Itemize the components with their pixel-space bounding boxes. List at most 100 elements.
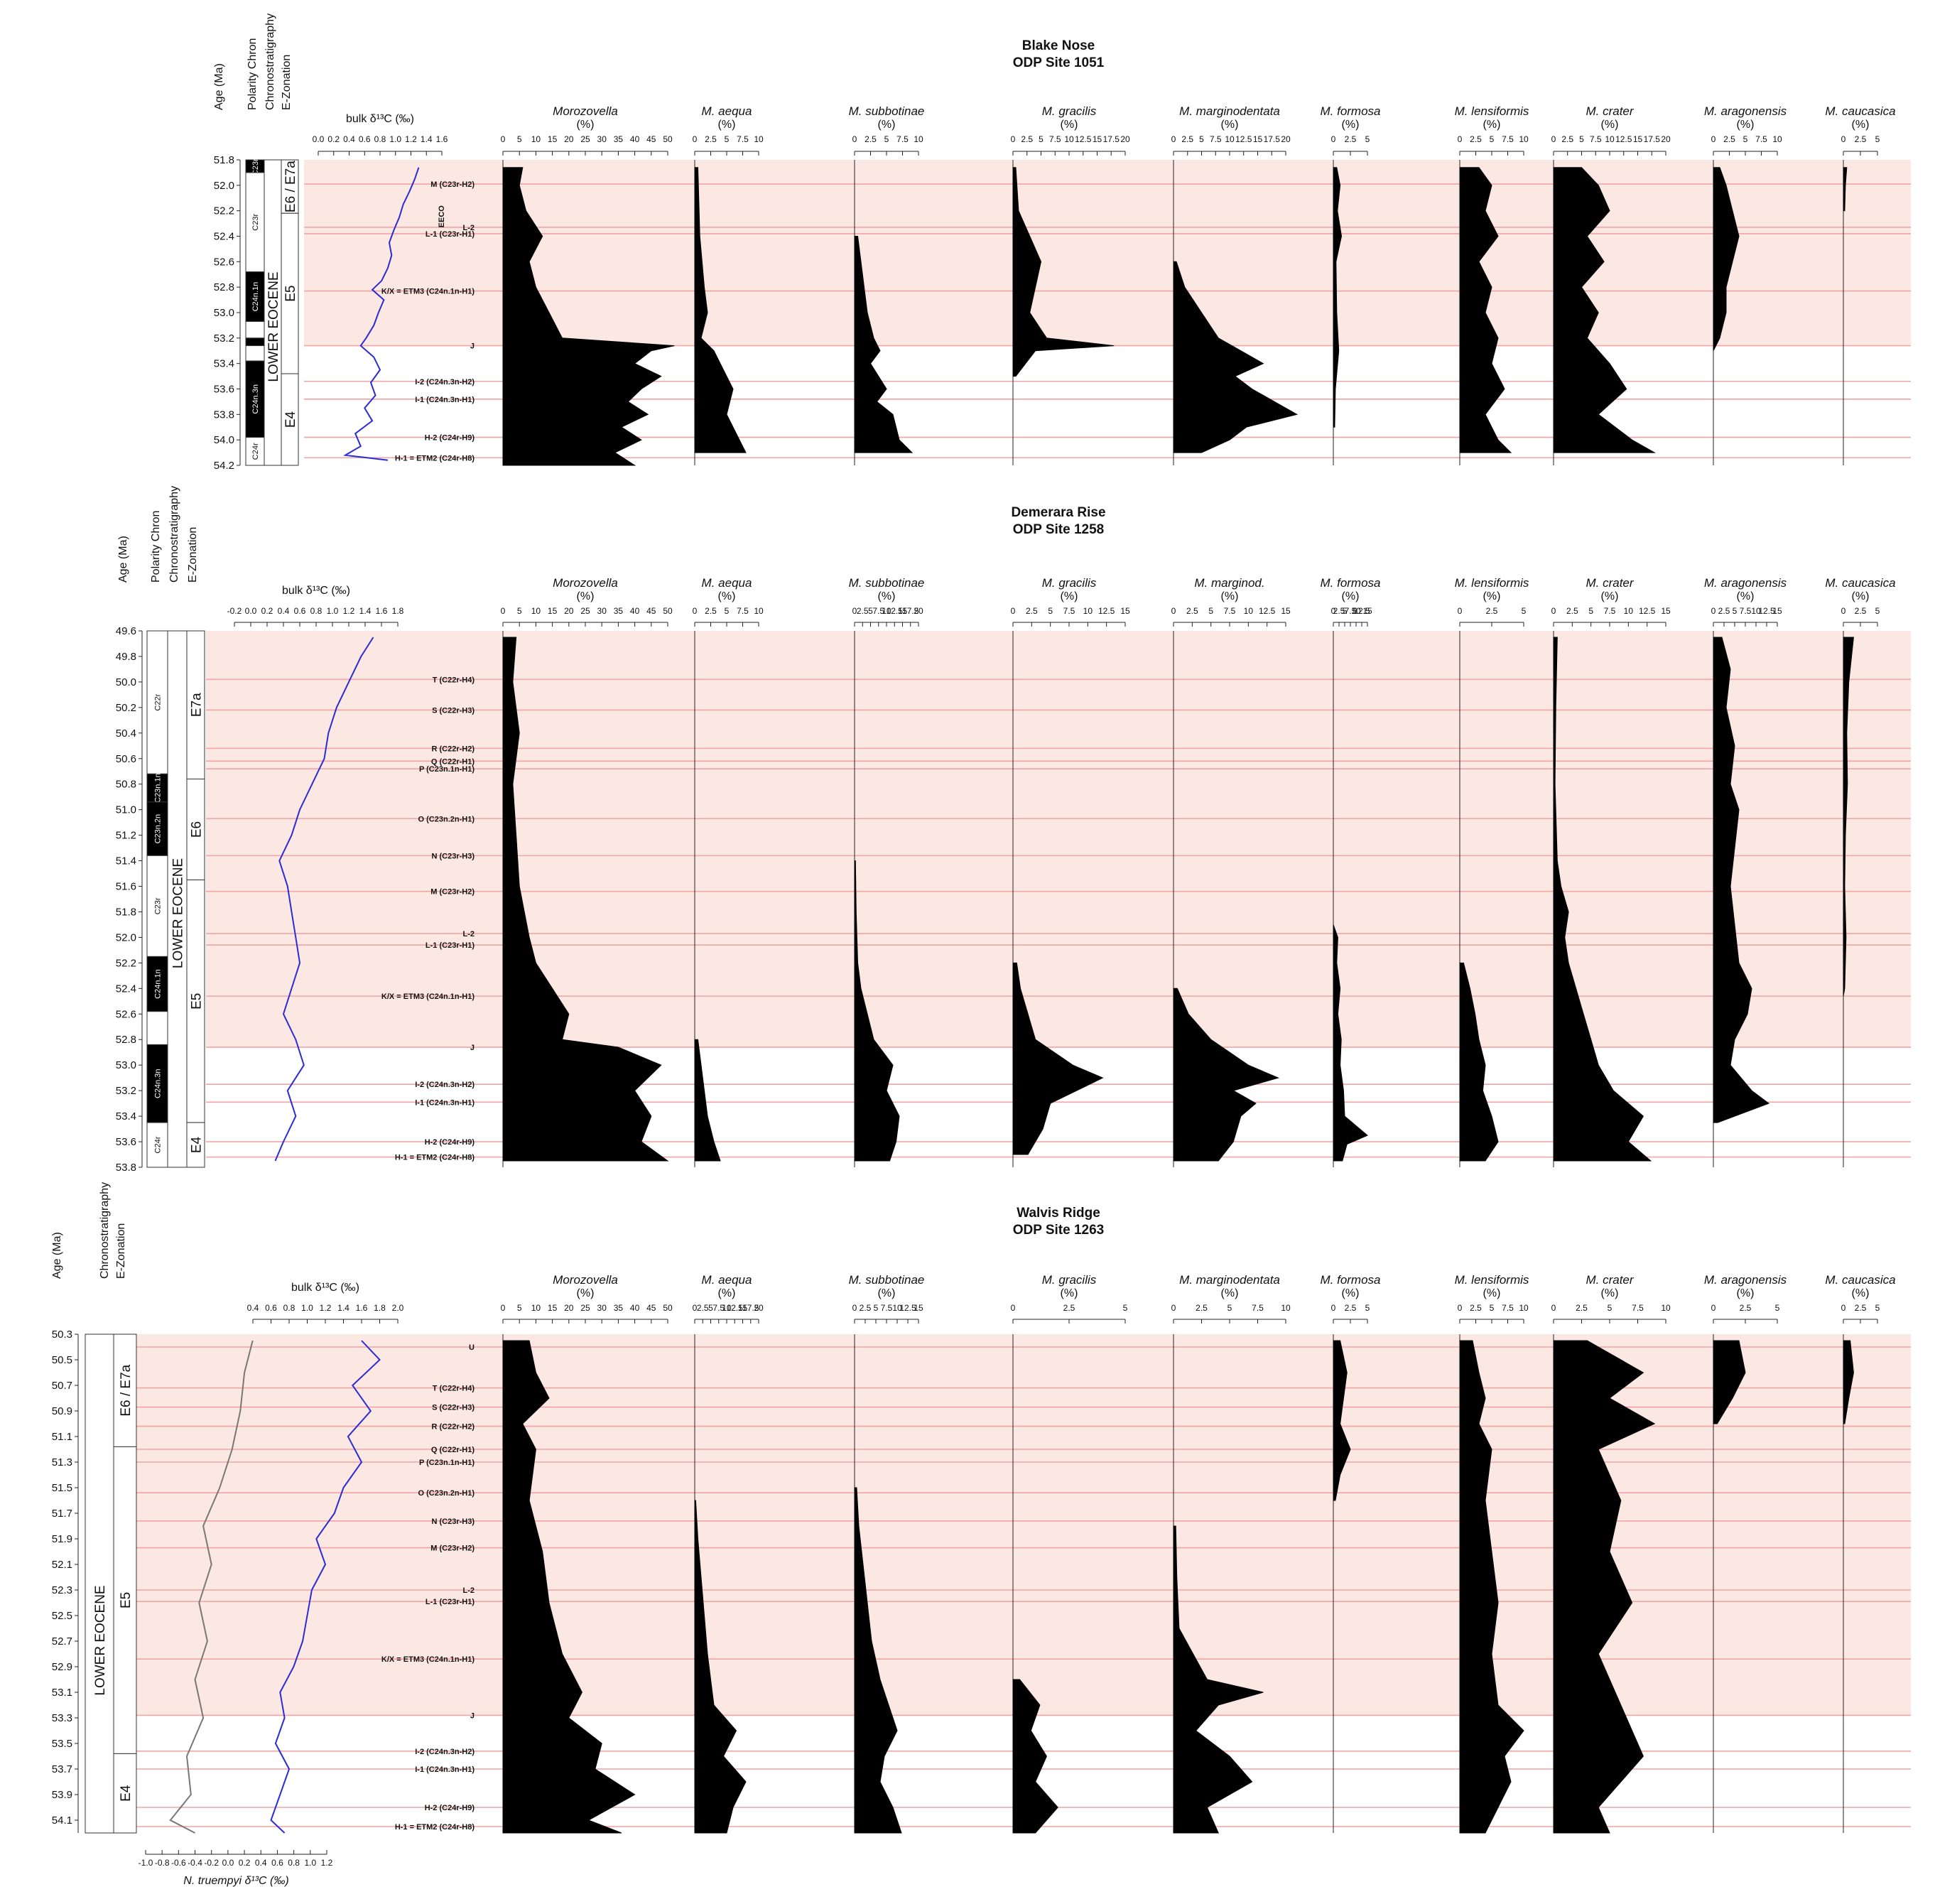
event-label: T (C22r-H4) <box>433 676 475 684</box>
age-tick-label: 50.0 <box>116 676 136 688</box>
taxon-name: M. lensiformis <box>1455 1273 1529 1287</box>
taxon-tick-label: 0 <box>693 1303 698 1313</box>
event-label: K/X = ETM3 (C24n.1n-H1) <box>381 288 475 296</box>
taxon-tick-label: 10 <box>531 134 541 144</box>
taxon-tick-label: 0 <box>501 134 506 144</box>
chron-block <box>146 1011 168 1045</box>
taxon-tick-label: 2.5 <box>1026 606 1038 616</box>
age-tick-label: 51.9 <box>52 1533 72 1545</box>
age-tick-label: 52.6 <box>214 256 234 268</box>
event-label: L-1 (C23r-H1) <box>426 1598 475 1606</box>
taxon-name: M. formosa <box>1320 1273 1380 1287</box>
isotope-tick-label: 2.0 <box>392 1303 404 1313</box>
age-tick-label: 53.8 <box>116 1162 136 1174</box>
taxon-abundance-area <box>1173 988 1279 1162</box>
taxon-tick-label: 5 <box>1039 134 1044 144</box>
taxon-tick-label: 10 <box>914 134 923 144</box>
isotope-tick-label: 1.4 <box>421 134 433 144</box>
taxon-abundance-area <box>854 860 900 1162</box>
chron-label: C23r <box>154 897 163 914</box>
taxon-tick-label: 2.5 <box>1561 134 1573 144</box>
event-label: J <box>470 1044 475 1052</box>
taxon-unit: (%) <box>1483 1287 1501 1299</box>
age-tick-label: 51.1 <box>52 1431 72 1443</box>
benthic-isotope-axis-label: N. truempyi δ¹³C (‰) <box>183 1875 288 1887</box>
age-tick-label: 52.9 <box>52 1661 72 1673</box>
taxon-tick-label: 5 <box>1522 606 1527 616</box>
taxon-tick-label: 10 <box>1519 134 1529 144</box>
taxon-tick-label: 2.5 <box>860 1303 872 1313</box>
taxon-name: M. marginodentata <box>1179 1273 1280 1287</box>
taxon-unit: (%) <box>1221 1287 1239 1299</box>
taxon-abundance-area <box>1012 167 1115 377</box>
taxon-tick-label: 7.5 <box>1502 1303 1514 1313</box>
age-tick-label: 51.6 <box>116 881 136 893</box>
taxon-unit: (%) <box>878 1287 896 1299</box>
taxon-abundance-area <box>1553 637 1652 1162</box>
age-tick-label: 54.1 <box>52 1814 72 1827</box>
chron-block <box>146 1044 168 1123</box>
zone-block <box>281 373 299 466</box>
event-label: L-2 <box>463 930 475 939</box>
age-tick-label: 50.4 <box>116 727 136 740</box>
age-tick-label: 52.6 <box>116 1008 136 1020</box>
taxon-tick-label: 17.5 <box>1103 134 1120 144</box>
taxon-tick-label: 5 <box>1208 606 1213 616</box>
chron-label: C24n.1n <box>154 969 163 999</box>
age-tick-label: 49.6 <box>116 625 136 637</box>
event-label: I-1 (C24n.3n-H1) <box>415 1765 475 1774</box>
event-label: I-1 (C24n.3n-H1) <box>415 1098 475 1107</box>
chron-label: C24n.1n <box>251 282 260 312</box>
taxon-tick-label: 15 <box>1362 606 1372 616</box>
taxon-tick-label: 20 <box>914 606 923 616</box>
taxon-tick-label: 45 <box>646 134 656 144</box>
taxon-tick-label: 5 <box>1875 134 1880 144</box>
taxon-unit: (%) <box>1061 1287 1078 1299</box>
taxon-unit: (%) <box>1852 1287 1870 1299</box>
taxon-tick-label: 7.5 <box>737 134 749 144</box>
age-tick-label: 52.4 <box>214 231 234 243</box>
chron-block <box>245 321 265 339</box>
panel-0: Blake Nose ODP Site 1051 51.8 52.0 52.2 52.4 5… <box>213 13 1911 472</box>
taxon-name: M. lensiformis <box>1455 576 1529 590</box>
taxon-tick-label: 7.5 <box>1590 134 1602 144</box>
taxon-tick-label: 17.5 <box>1644 134 1661 144</box>
age-tick-label: 51.7 <box>52 1508 72 1520</box>
taxon-tick-label: 10 <box>1064 134 1074 144</box>
taxon-tick-label: 17.5 <box>742 1303 759 1313</box>
taxon-tick-label: 15 <box>1772 606 1782 616</box>
taxon-tick-label: 7.5 <box>1604 606 1616 616</box>
taxon-name: M. caucasica <box>1825 104 1895 118</box>
taxon-unit: (%) <box>577 1287 595 1299</box>
taxon-tick-label: 2.5 <box>1345 134 1357 144</box>
taxon-tick-label: 5 <box>725 606 730 616</box>
taxon-tick-label: 7.5 <box>896 134 909 144</box>
taxon-abundance-area <box>502 1340 636 1834</box>
event-label: S (C22r-H3) <box>432 1404 475 1412</box>
event-label: R (C22r-H2) <box>431 745 475 753</box>
taxon-tick-label: 7.5 <box>1063 606 1075 616</box>
event-label: Q (C22r-H1) <box>431 757 475 766</box>
taxon-tick-label: 7.5 <box>1755 134 1767 144</box>
taxon-unit: (%) <box>878 590 896 602</box>
age-tick-label: 50.9 <box>52 1405 72 1417</box>
event-label: N (C23r-H3) <box>431 1518 475 1526</box>
zone-label: E5 <box>283 286 298 302</box>
age-tick-label: 53.0 <box>116 1059 136 1071</box>
zone-label: E6 / E7a <box>283 161 298 212</box>
event-label: I-2 (C24n.3n-H2) <box>415 378 475 386</box>
taxon-name: M. subbotinae <box>849 576 925 590</box>
taxon-name: M. gracilis <box>1042 576 1097 590</box>
zone-label: E4 <box>283 411 298 428</box>
eeco-shading <box>304 160 1911 346</box>
event-label: O (C23n.2n-H1) <box>418 1489 475 1498</box>
isotope-tick-label: 0.0 <box>313 134 325 144</box>
taxon-unit: (%) <box>718 590 736 602</box>
taxon-unit: (%) <box>1342 1287 1360 1299</box>
isotope-axis-label: bulk δ¹³C (‰) <box>291 1282 359 1294</box>
taxon-tick-label: 0 <box>1171 606 1176 616</box>
taxon-tick-label: 12.5 <box>887 606 904 616</box>
taxon-abundance-area <box>1333 1340 1351 1501</box>
chron-label: C24n.3n <box>154 1069 163 1098</box>
taxon-tick-label: 2.5 <box>1486 606 1498 616</box>
